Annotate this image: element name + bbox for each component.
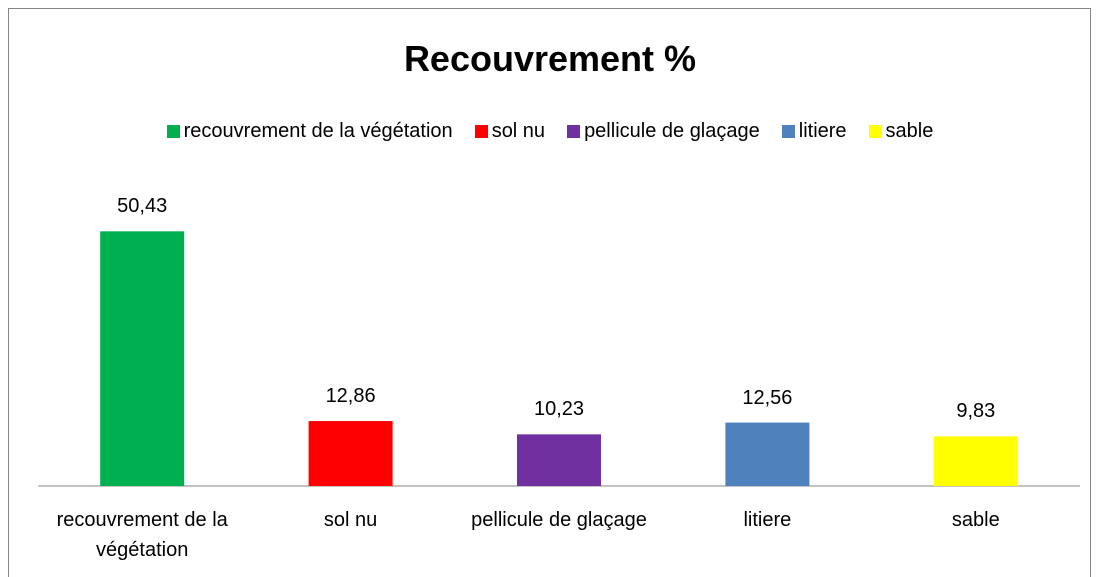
x-tick-label: sable	[951, 509, 1000, 531]
legend: recouvrement de la végétation sol nu pelli…	[0, 120, 1100, 143]
bar	[725, 422, 810, 486]
value-label: 10,23	[533, 398, 585, 421]
bar	[308, 421, 393, 486]
legend-swatch	[781, 125, 795, 138]
value-label: 50,43	[117, 195, 168, 218]
x-tick-label: pellicule de glaçage	[471, 509, 647, 531]
chart-title: Recouvrement %	[403, 38, 697, 79]
legend-label: litiere	[798, 120, 847, 142]
legend-label: sol nu	[491, 120, 546, 142]
bar	[933, 436, 1018, 486]
legend-item: sable	[868, 120, 934, 143]
value-label: 12,56	[742, 386, 793, 409]
x-tick-label: recouvrement de la végétation	[56, 509, 228, 561]
legend-label: recouvrement de la végétation	[183, 120, 453, 142]
x-tick-label: litiere	[743, 509, 792, 531]
legend-swatch	[166, 125, 180, 138]
legend-item: sol nu	[474, 120, 546, 143]
bar	[517, 434, 601, 486]
legend-item: pellicule de glaçage	[567, 120, 760, 143]
legend-label: sable	[885, 120, 934, 142]
legend-swatch	[868, 125, 882, 138]
legend-swatch	[567, 125, 581, 138]
chart-frame	[8, 8, 1091, 577]
legend-item: recouvrement de la végétation	[166, 120, 453, 143]
bar	[100, 231, 185, 486]
legend-swatch	[474, 125, 488, 138]
value-label: 9,83	[956, 400, 996, 423]
legend-item: litiere	[781, 120, 847, 143]
value-label: 12,86	[325, 385, 376, 408]
x-tick-label: sol nu	[323, 509, 378, 531]
legend-label: pellicule de glaçage	[584, 120, 760, 142]
